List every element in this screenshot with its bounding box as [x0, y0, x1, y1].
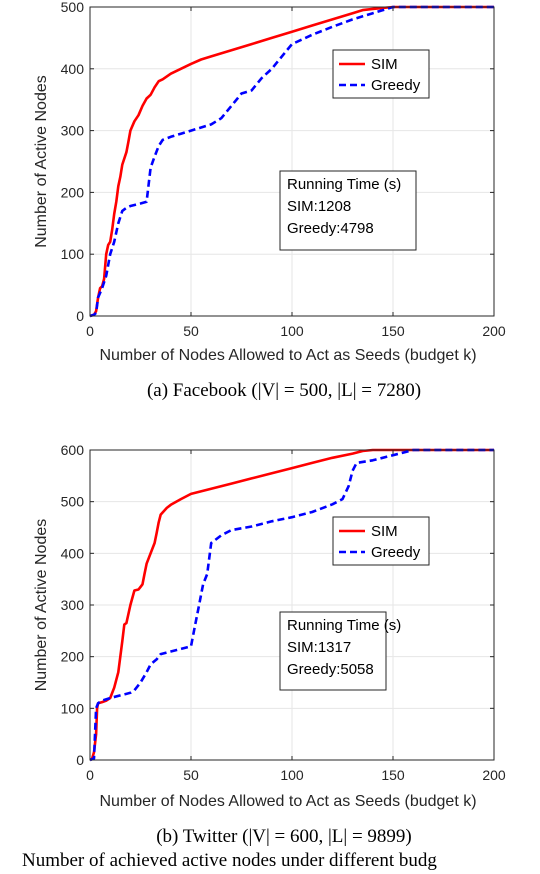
x-tick-label: 100 [280, 767, 304, 783]
legend-box [332, 49, 430, 99]
series-line-greedy [89, 448, 494, 762]
x-tick-label: 50 [183, 767, 199, 783]
x-axis-label: Number of Nodes Allowed to Act as Seeds … [99, 347, 476, 364]
running-time-box [279, 170, 417, 251]
x-tick-label: 100 [280, 323, 304, 339]
x-tick-label: 50 [183, 323, 199, 339]
y-tick-label: 600 [61, 442, 85, 458]
x-tick-label: 200 [482, 323, 506, 339]
twitter-chart: 0 50 100 150 200 0 100 200 300 400 500 600 Number of… [33, 442, 506, 810]
y-tick-label: 500 [61, 0, 85, 15]
figure-footer-text: Number of achieved active nodes under di… [22, 850, 437, 871]
x-tick-label: 200 [482, 767, 506, 783]
y-tick-label: 0 [76, 752, 84, 768]
y-axis-label: Number of Active Nodes [33, 519, 50, 692]
legend-label-greedy: Greedy [371, 544, 421, 561]
legend-label-greedy: Greedy [371, 77, 421, 94]
legend-box [332, 516, 430, 566]
series-line-greedy [89, 5, 494, 318]
running-time-line: Greedy:5058 [287, 661, 374, 678]
x-tick-label: 150 [381, 323, 405, 339]
y-axis-label: Number of Active Nodes [33, 75, 50, 248]
x-axis-label: Number of Nodes Allowed to Act as Seeds … [99, 793, 476, 810]
running-time-line: Running Time (s) [287, 176, 401, 193]
y-tick-label: 100 [61, 700, 85, 716]
x-tick-label: 150 [381, 767, 405, 783]
legend-label-sim: SIM [371, 56, 398, 73]
running-time-line: Running Time (s) [287, 617, 401, 634]
y-tick-label: 200 [61, 649, 85, 665]
running-time-line: SIM:1317 [287, 639, 351, 656]
y-tick-label: 400 [61, 61, 85, 77]
x-tick-label: 0 [86, 323, 94, 339]
y-tick-label: 400 [61, 545, 85, 561]
running-time-box [279, 611, 387, 691]
y-tick-label: 300 [61, 123, 85, 139]
facebook-chart: 0 50 100 150 200 0 100 200 300 400 500 Number of No… [33, 0, 506, 364]
running-time-line: SIM:1208 [287, 198, 351, 215]
series-line-sim [89, 5, 494, 318]
y-tick-label: 300 [61, 597, 85, 613]
twitter-caption: (b) Twitter (|V| = 600, |L| = 9899) [156, 826, 412, 847]
y-tick-label: 200 [61, 184, 85, 200]
facebook-caption: (a) Facebook (|V| = 500, |L| = 7280) [147, 380, 421, 401]
legend-label-sim: SIM [371, 523, 398, 540]
running-time-line: Greedy:4798 [287, 220, 374, 237]
y-tick-label: 0 [76, 308, 84, 324]
y-tick-label: 100 [61, 246, 85, 262]
y-tick-label: 500 [61, 494, 85, 510]
x-tick-label: 0 [86, 767, 94, 783]
